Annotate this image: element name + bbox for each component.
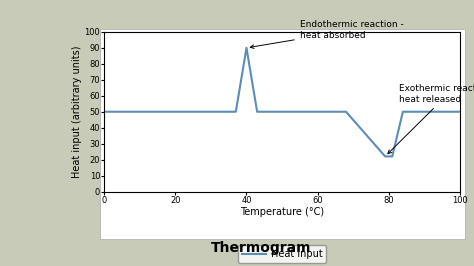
Legend: Heat input: Heat input bbox=[237, 246, 327, 263]
Text: Exothermic reaction -
heat released: Exothermic reaction - heat released bbox=[388, 84, 474, 154]
Text: Thermogram: Thermogram bbox=[210, 241, 311, 255]
Text: Endothermic reaction -
heat absorbed: Endothermic reaction - heat absorbed bbox=[250, 20, 403, 48]
Y-axis label: Heat input (arbitrary units): Heat input (arbitrary units) bbox=[72, 45, 82, 178]
X-axis label: Temperature (°C): Temperature (°C) bbox=[240, 207, 324, 218]
